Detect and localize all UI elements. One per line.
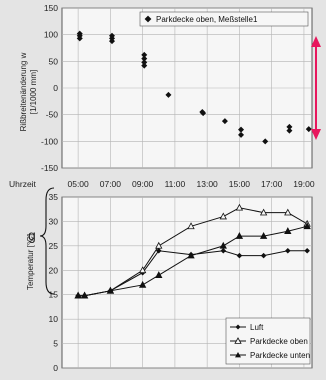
top-data-point (165, 91, 172, 98)
series-marker-2 (138, 280, 147, 288)
x-axis-label: Uhrzeit (9, 179, 37, 189)
series-marker-1 (155, 241, 163, 249)
top-y-tick-label: 150 (44, 3, 58, 13)
series-marker-0 (304, 247, 310, 254)
series-marker-1 (187, 222, 195, 230)
x-axis-ticks: Uhrzeit 05:00 07:00 09:00 11:00 13:00 15:00 17… (9, 179, 315, 189)
series-marker-0 (155, 247, 162, 254)
top-data-point (238, 131, 245, 138)
x-tick-label: 15:00 (229, 179, 251, 189)
top-grid (62, 7, 312, 169)
temperature-chart: 35 30 25 20 15 10 5 0 Temperatur [°C] Luft Park… (26, 192, 313, 373)
series-marker-0 (260, 252, 267, 259)
top-data-point (141, 62, 148, 69)
series-marker-1 (259, 208, 268, 216)
arrow-head-up (311, 36, 321, 47)
series-marker-2 (219, 241, 227, 249)
bottom-y-tick-label: 35 (49, 192, 59, 202)
top-data-point (286, 127, 293, 134)
top-data-point (200, 110, 207, 117)
legend-label-luft: Luft (250, 323, 264, 332)
legend-label-parkdecke-unten: Parkdecke unten (250, 351, 310, 360)
arrow-head-down (311, 129, 321, 140)
bottom-y-tick-label: 5 (53, 339, 58, 349)
bottom-y-tick-label: 25 (49, 241, 59, 251)
bottom-y-tick-label: 20 (49, 265, 59, 275)
bottom-legend: Luft Parkdecke oben Parkdecke unten (225, 317, 311, 365)
legend-marker-parkdecke-oben (234, 337, 242, 344)
x-tick-label: 17:00 (261, 179, 283, 189)
series-marker-2 (284, 227, 292, 234)
top-data-point (141, 59, 148, 66)
series-marker-2 (303, 222, 311, 230)
top-legend-label: Parkdecke oben, Meßstelle1 (156, 15, 258, 24)
series-marker-2 (187, 251, 195, 259)
series-marker-2 (74, 291, 82, 299)
legend-label-parkdecke-oben: Parkdecke oben (250, 337, 308, 346)
top-y-tick-label: 100 (44, 30, 58, 40)
brace-annotation: g (28, 187, 55, 295)
top-data-point (262, 138, 269, 145)
top-legend-box (139, 11, 309, 27)
top-y-tick-label: -150 (41, 163, 58, 173)
bottom-y-tick-label: 10 (49, 314, 59, 324)
top-y-axis-label: Rißbreitenänderung w (19, 52, 28, 131)
series-marker-1 (219, 212, 227, 220)
top-y-tick-label: -50 (46, 110, 59, 120)
legend-marker-luft (235, 324, 241, 330)
top-legend: Parkdecke oben, Meßstelle1 (139, 11, 309, 27)
bottom-grid (62, 196, 312, 369)
bottom-y-tick-label: 0 (53, 363, 58, 373)
double-arrow-annotation (311, 36, 321, 140)
top-data-point (76, 35, 83, 42)
top-data-point (141, 51, 148, 58)
brace-icon (39, 187, 55, 295)
x-tick-label: 13:00 (197, 179, 219, 189)
series-marker-0 (285, 247, 291, 254)
top-y-tick-label: 50 (49, 56, 59, 66)
top-data-point (109, 38, 115, 45)
top-legend-marker (144, 15, 152, 23)
x-tick-label: 19:00 (293, 179, 315, 189)
series-marker-1 (138, 266, 147, 274)
series-marker-0 (220, 247, 227, 254)
series-marker-1 (284, 208, 292, 216)
x-tick-label: 05:00 (67, 179, 89, 189)
series-marker-2 (106, 286, 115, 294)
side-label: g (28, 227, 36, 243)
series-marker-2 (155, 271, 163, 278)
x-tick-label: 09:00 (132, 179, 154, 189)
crack-width-chart: 150 100 50 0 -50 -100 -150 Rißbreitenänderung … (19, 3, 313, 173)
series-marker-1 (235, 203, 244, 211)
bottom-series (74, 203, 311, 299)
top-data-point (286, 123, 293, 130)
bottom-y-tick-label: 30 (49, 216, 59, 226)
top-data-point (238, 126, 245, 133)
top-data-point (141, 55, 148, 62)
bottom-y-ticks: 35 30 25 20 15 10 5 0 (49, 192, 59, 373)
series-marker-2 (259, 232, 268, 239)
legend-marker-parkdecke-unten (235, 352, 241, 358)
x-tick-label: 11:00 (165, 179, 186, 189)
x-tick-label: 07:00 (100, 179, 122, 189)
top-data-point (221, 118, 228, 125)
top-series-points (76, 30, 312, 145)
top-data-point (305, 126, 312, 133)
bottom-y-tick-label: 15 (49, 290, 59, 300)
series-marker-2 (235, 232, 244, 239)
top-y-tick-label: -100 (41, 136, 58, 146)
top-y-axis-unit: [1/1000 mm] (29, 70, 38, 114)
series-marker-0 (236, 252, 243, 259)
top-y-ticks: 150 100 50 0 -50 -100 -150 (41, 3, 58, 173)
bottom-y-axis-label: Temperatur [°C] (26, 234, 35, 290)
series-marker-2 (80, 291, 89, 299)
top-y-tick-label: 0 (53, 83, 58, 93)
